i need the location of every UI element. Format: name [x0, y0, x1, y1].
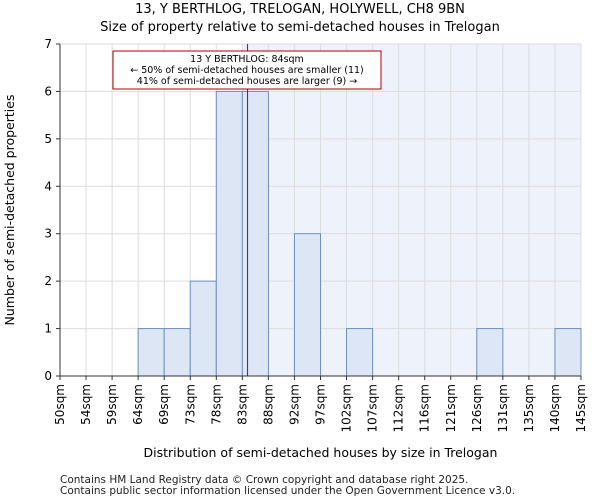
y-tick-label: 4 [44, 179, 52, 193]
x-tick-label: 107sqm [366, 384, 380, 432]
x-tick-label: 54sqm [79, 384, 93, 425]
histogram-chart: 0 1 2 3 4 5 6 7 50sqm 54sqm 59sqm 64sqm 69sqm 73sqm 78… [2, 37, 588, 460]
x-tick-label: 135sqm [522, 384, 536, 432]
x-tick-label: 59sqm [105, 384, 119, 425]
annotation-line1: 13 Y BERTHLOG: 84sqm [190, 54, 304, 65]
y-tick-label: 2 [44, 274, 52, 288]
y-tick-label: 0 [44, 369, 52, 383]
x-axis-label: Distribution of semi-detached houses by … [144, 445, 498, 460]
x-tick-label: 121sqm [444, 384, 458, 432]
annotation-box [112, 50, 382, 90]
x-tick-label: 69sqm [157, 384, 171, 425]
bar-102sqm [346, 328, 374, 377]
bar-69sqm [163, 328, 191, 377]
x-tick-label: 112sqm [392, 384, 406, 432]
y-axis-label: Number of semi-detached properties [2, 95, 17, 326]
bar-78sqm [215, 90, 243, 377]
y-tick-label: 1 [44, 322, 52, 336]
y-tick-label: 5 [44, 132, 52, 146]
x-tick-label: 126sqm [470, 384, 484, 432]
x-tick-label: 116sqm [418, 384, 432, 432]
y-tick-label: 6 [44, 84, 52, 98]
chart-title: 13, Y BERTHLOG, TRELOGAN, HOLYWELL, CH8 … [135, 2, 465, 17]
x-tick-label: 97sqm [314, 384, 328, 425]
bar-126sqm [476, 328, 504, 377]
highlight-region [242, 44, 581, 376]
footer-licence: Contains public sector information licen… [60, 485, 516, 497]
x-tick-label: 131sqm [496, 384, 510, 432]
bar-92sqm [293, 233, 322, 377]
x-tick-label: 50sqm [53, 384, 67, 425]
x-tick-label: 145sqm [574, 384, 588, 432]
bar-140sqm [554, 328, 582, 377]
x-tick-label: 83sqm [235, 384, 249, 425]
x-tick-label: 73sqm [183, 384, 197, 425]
x-tick-label: 140sqm [548, 384, 562, 432]
x-tick-label: 102sqm [340, 384, 354, 432]
bar-64sqm [137, 328, 165, 377]
annotation-line2: ← 50% of semi-detached houses are smalle… [130, 65, 364, 76]
bar-73sqm [189, 280, 217, 377]
y-tick-label: 7 [44, 37, 52, 51]
bar-83sqm [241, 90, 269, 377]
x-tick-label: 92sqm [287, 384, 301, 425]
x-tick-label: 88sqm [261, 384, 275, 425]
x-tick-label: 78sqm [209, 384, 223, 425]
x-tick-label: 64sqm [131, 384, 145, 425]
chart-subtitle: Size of property relative to semi-detach… [100, 20, 500, 35]
footer-copyright: Contains HM Land Registry data © Crown c… [60, 474, 469, 486]
y-tick-label: 3 [44, 227, 52, 241]
annotation-line3: 41% of semi-detached houses are larger (… [137, 76, 357, 87]
